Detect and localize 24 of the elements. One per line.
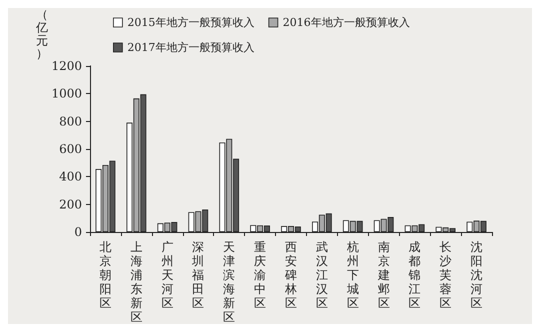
x-tick-label: 北京朝阳区 (99, 240, 112, 310)
x-tick-label: 深圳福田区 (191, 240, 204, 310)
x-tick-label: 西安碑林区 (284, 240, 297, 310)
y-axis-title: （亿元） (35, 8, 48, 60)
y-tick-label: 200 (59, 197, 82, 212)
y-tick-label: 1000 (51, 86, 82, 101)
x-tick-label: 重庆渝中区 (254, 240, 266, 310)
x-tick-label: 杭州下城区 (346, 240, 359, 310)
legend-label: 2017年地方一般预算收入 (127, 41, 254, 54)
x-tick-label: 成都锦江区 (408, 240, 421, 310)
y-tick-label: 0 (74, 225, 82, 239)
x-tick-label: 长沙芙蓉区 (440, 240, 452, 310)
legend-label: 2015年地方一般预算收入 (127, 16, 254, 29)
y-tick-label: 800 (59, 114, 82, 128)
y-tick-label: 600 (59, 142, 82, 156)
x-tick-label: 广州天河区 (161, 240, 174, 310)
x-tick-label: 南京建邺区 (376, 240, 390, 310)
x-tick-label: 武汉江汉区 (316, 240, 328, 310)
x-tick-label: 天津滨海新区 (223, 240, 236, 324)
x-tick-label: 上海浦东新区 (130, 240, 142, 324)
legend-label: 2016年地方一般预算收入 (282, 16, 410, 29)
x-tick-label: 沈阳沈河区 (470, 240, 483, 310)
y-tick-label: 1200 (51, 58, 82, 73)
y-tick-label: 400 (59, 170, 82, 184)
